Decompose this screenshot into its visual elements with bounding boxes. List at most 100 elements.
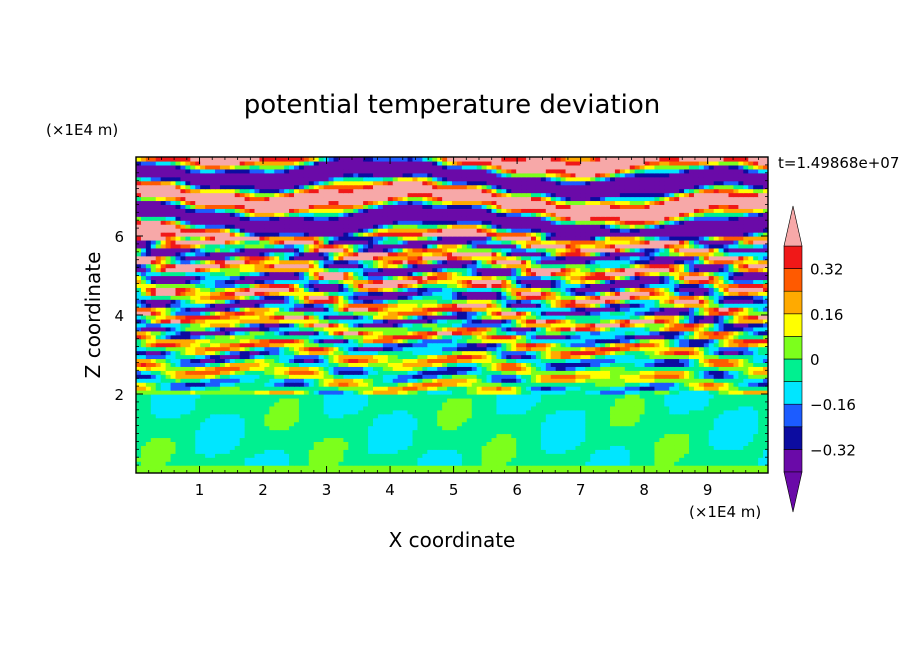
heatmap-cell <box>358 326 364 332</box>
heatmap-cell <box>491 445 498 450</box>
heatmap-cell <box>427 330 433 336</box>
heatmap-cell <box>629 421 636 427</box>
heatmap-cell <box>165 433 172 439</box>
heatmap-cell <box>619 397 626 403</box>
heatmap-cell <box>170 461 177 466</box>
heatmap-cell <box>343 370 349 375</box>
heatmap-cell <box>170 429 177 435</box>
heatmap-cell <box>387 465 394 470</box>
heatmap-cell <box>748 441 754 446</box>
heatmap-cell <box>363 405 369 411</box>
heatmap-cell <box>279 449 285 454</box>
heatmap-cell <box>180 358 186 363</box>
heatmap-cell <box>392 330 399 336</box>
heatmap-cell <box>155 445 162 450</box>
heatmap-cell <box>679 405 685 411</box>
heatmap-cell <box>397 386 404 391</box>
heatmap-cell <box>486 330 493 336</box>
heatmap-cell <box>649 386 656 391</box>
heatmap-cell <box>664 437 670 442</box>
heatmap-cell <box>136 461 142 466</box>
heatmap-cell <box>318 469 325 473</box>
heatmap-cell <box>531 318 537 324</box>
heatmap-cell <box>570 417 577 423</box>
heatmap-cell <box>466 417 473 423</box>
heatmap-cell <box>205 469 211 473</box>
heatmap-cell <box>605 370 611 375</box>
heatmap-cell <box>693 390 700 395</box>
heatmap-cell <box>363 358 369 363</box>
heatmap-cell <box>392 342 399 348</box>
heatmap-cell <box>708 425 715 431</box>
heatmap-cell <box>590 366 596 371</box>
heatmap-cell <box>160 334 167 340</box>
heatmap-cell <box>284 413 290 419</box>
heatmap-cell <box>259 437 265 442</box>
heatmap-cell <box>649 409 656 415</box>
heatmap-cell <box>649 374 656 379</box>
heatmap-cell <box>733 445 739 450</box>
heatmap-cell <box>264 394 270 399</box>
heatmap-cell <box>279 469 285 473</box>
heatmap-cell <box>318 358 325 363</box>
heatmap-cell <box>649 433 656 439</box>
heatmap-cell <box>318 401 325 407</box>
heatmap-cell <box>713 449 720 454</box>
heatmap-cell <box>244 338 251 344</box>
heatmap-cell <box>432 350 438 356</box>
heatmap-cell <box>491 334 498 340</box>
heatmap-cell <box>284 441 290 446</box>
heatmap-cell <box>496 437 502 442</box>
heatmap-cell <box>397 346 404 352</box>
heatmap-cell <box>353 449 359 454</box>
heatmap-cell <box>545 386 552 391</box>
heatmap-cell <box>565 386 572 391</box>
heatmap-cell <box>249 413 256 419</box>
heatmap-cell <box>412 378 419 383</box>
heatmap-cell <box>511 437 517 442</box>
heatmap-cell <box>728 354 735 360</box>
heatmap-cell <box>585 386 591 391</box>
heatmap-cell <box>442 401 448 407</box>
heatmap-cell <box>703 342 710 348</box>
heatmap-cell <box>452 390 458 395</box>
heatmap-cell <box>545 382 552 387</box>
heatmap-cell <box>442 397 448 403</box>
heatmap-cell <box>753 322 759 328</box>
heatmap-cell <box>664 334 670 340</box>
heatmap-cell <box>185 461 191 466</box>
heatmap-cell <box>565 362 572 367</box>
heatmap-cell <box>190 338 196 344</box>
heatmap-cell <box>466 366 473 371</box>
heatmap-cell <box>269 378 275 383</box>
heatmap-cell <box>471 421 478 427</box>
heatmap-cell <box>215 465 221 470</box>
heatmap-cell <box>723 370 730 375</box>
heatmap-cell <box>318 322 325 328</box>
heatmap-cell <box>452 378 458 383</box>
heatmap-cell <box>348 334 354 340</box>
heatmap-cell <box>698 330 705 336</box>
heatmap-cell <box>343 322 349 328</box>
heatmap-cell <box>629 409 636 415</box>
heatmap-cell <box>140 390 147 395</box>
heatmap-cell <box>644 362 651 367</box>
heatmap-cell <box>516 445 522 450</box>
heatmap-cell <box>348 457 354 462</box>
heatmap-cell <box>358 461 364 466</box>
heatmap-cell <box>570 461 577 466</box>
heatmap-cell <box>402 457 409 462</box>
heatmap-cell <box>511 413 517 419</box>
heatmap-cell <box>664 338 670 344</box>
heatmap-cell <box>387 378 394 383</box>
heatmap-cell <box>511 374 517 379</box>
heatmap-cell <box>605 465 611 470</box>
heatmap-cell <box>570 405 577 411</box>
heatmap-cell <box>328 390 335 395</box>
heatmap-cell <box>456 386 463 391</box>
heatmap-cell <box>259 405 265 411</box>
heatmap-cell <box>437 330 443 336</box>
heatmap-cell <box>738 370 744 375</box>
heatmap-cell <box>555 366 562 371</box>
heatmap-cell <box>585 397 591 403</box>
